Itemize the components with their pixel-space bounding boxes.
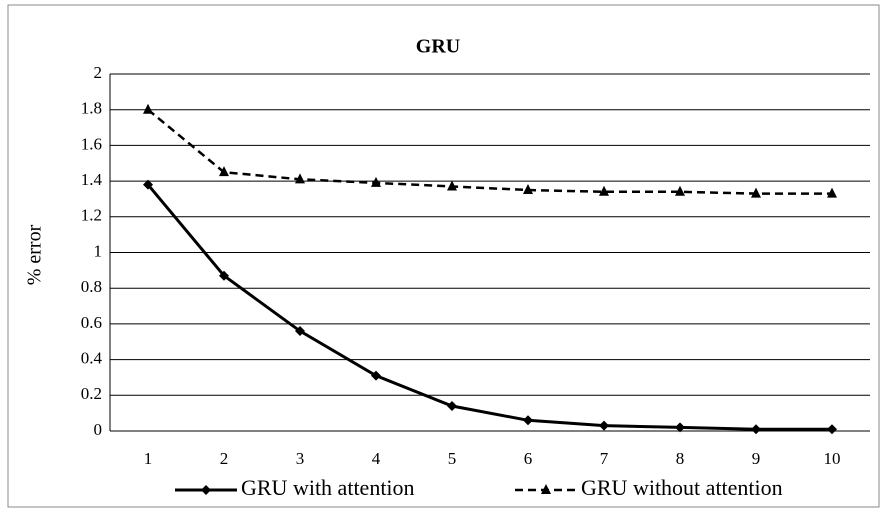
data-point [219,270,229,281]
x-tick-label: 8 [676,449,685,468]
data-point [447,401,457,412]
data-point [371,176,381,187]
y-tick-label: 1.2 [81,206,102,225]
data-point [523,184,533,195]
data-point [751,187,761,198]
data-point [143,179,153,190]
legend-label: GRU without attention [581,475,783,500]
data-point [827,187,837,198]
data-point [751,424,761,435]
data-point [599,185,609,196]
chart-frame [7,4,880,508]
x-tick-label: 10 [824,449,841,468]
data-point [447,180,457,191]
legend-marker [201,485,211,495]
y-tick-label: 1.4 [81,170,103,189]
y-axis-label: % error [24,224,46,285]
y-tick-label: 1.8 [81,99,102,118]
chart-title: GRU [416,36,460,58]
y-tick-label: 0.4 [81,349,103,368]
x-tick-label: 4 [372,449,381,468]
data-point [599,420,609,431]
y-tick-label: 0.8 [81,277,102,296]
data-point [219,166,229,177]
data-point [295,173,305,184]
series-line [147,108,832,195]
legend-marker [541,484,551,494]
data-point [371,370,381,381]
y-tick-label: 0.2 [81,384,102,403]
x-tick-label: 9 [752,449,761,468]
y-tick-label: 2 [94,63,103,82]
legend-label: GRU with attention [241,475,415,500]
series-line [146,183,832,431]
x-tick-label: 5 [448,449,457,468]
y-tick-label: 1.6 [81,134,102,153]
x-tick-label: 1 [144,449,153,468]
data-point [675,185,685,196]
y-tick-label: 0 [94,420,103,439]
y-tick-label: 1 [94,241,103,260]
data-point [523,415,533,426]
x-tick-label: 3 [296,449,305,468]
y-tick-label: 0.6 [81,313,102,332]
x-tick-label: 6 [524,449,533,468]
data-point [295,326,305,337]
data-point [675,422,685,433]
x-tick-label: 7 [600,449,609,468]
x-tick-label: 2 [220,449,229,468]
data-point [827,424,837,435]
data-point [143,103,153,114]
